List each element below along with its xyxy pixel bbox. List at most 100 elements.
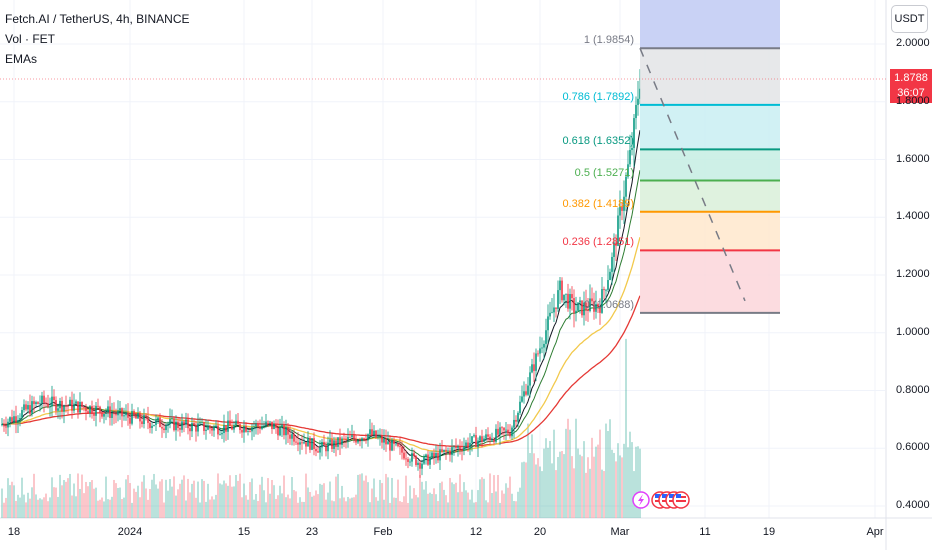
volume-bar — [203, 480, 205, 518]
volume-bar — [455, 482, 457, 518]
candle-body — [487, 434, 489, 437]
volume-bar — [141, 481, 143, 518]
volume-bar — [245, 495, 247, 518]
candle-body — [591, 298, 593, 302]
volume-bar — [609, 419, 611, 518]
volume-bar — [269, 493, 271, 518]
volume-bar — [143, 475, 145, 518]
volume-bar — [347, 496, 349, 518]
volume-bar — [453, 484, 455, 518]
currency-button[interactable]: USDT — [891, 5, 928, 33]
volume-bar — [405, 475, 407, 518]
candle-body — [445, 449, 447, 452]
candle-body — [629, 149, 631, 165]
volume-bar — [287, 494, 289, 518]
volume-bar — [205, 501, 207, 518]
candle-body — [173, 418, 175, 431]
volume-bar — [133, 488, 135, 518]
candle-body — [45, 402, 47, 404]
candle-body — [307, 437, 309, 447]
volume-bar — [603, 471, 605, 518]
candle-body — [255, 423, 257, 427]
candle-body — [127, 412, 129, 418]
volume-bar — [547, 447, 549, 518]
volume-bar — [581, 456, 583, 518]
volume-bars — [1, 338, 641, 518]
candle-body — [335, 440, 337, 447]
candle-body — [65, 405, 67, 407]
volume-bar — [467, 492, 469, 518]
volume-bar — [43, 497, 45, 518]
volume-bar — [85, 481, 87, 518]
time-tick-label: 20 — [533, 526, 547, 538]
candle-body — [159, 417, 161, 428]
volume-bar — [543, 448, 545, 518]
volume-bar — [487, 502, 489, 518]
volume-bar — [147, 499, 149, 518]
candle-body — [215, 425, 217, 427]
candle-body — [305, 442, 307, 447]
volume-bar — [305, 473, 307, 518]
candle-body — [383, 438, 385, 443]
candle-body — [209, 426, 211, 429]
volume-bar — [111, 496, 113, 518]
lightning-icon — [632, 491, 650, 509]
volume-bar — [443, 489, 445, 518]
volume-bar — [513, 501, 515, 518]
volume-bar — [61, 485, 63, 518]
volume-bar — [375, 497, 377, 518]
candle-body — [469, 442, 471, 448]
candle-body — [605, 289, 607, 291]
candle-body — [371, 429, 373, 435]
ema-indicator-label[interactable]: EMAs — [5, 52, 38, 66]
volume-bar — [67, 478, 69, 518]
volume-bar — [489, 473, 491, 518]
volume-bar — [207, 483, 209, 518]
volume-bar — [53, 487, 55, 518]
candle-body — [563, 294, 565, 301]
candle-body — [423, 456, 425, 464]
candle-body — [171, 418, 173, 420]
candle-body — [99, 406, 101, 413]
candle-body — [521, 396, 523, 402]
volume-indicator-label[interactable]: Vol · FET — [5, 32, 56, 46]
candle-body — [163, 428, 165, 431]
volume-bar — [407, 502, 409, 518]
volume-bar — [275, 498, 277, 518]
volume-bar — [447, 502, 449, 518]
volume-bar — [511, 493, 513, 518]
candle-body — [583, 302, 585, 316]
candle-body — [633, 118, 635, 148]
candle-body — [13, 416, 15, 422]
volume-bar — [13, 485, 15, 518]
candle-body — [479, 436, 481, 441]
candle-body — [437, 452, 439, 461]
volume-bar — [251, 478, 253, 518]
candle-body — [511, 427, 513, 437]
candle-body — [189, 428, 191, 432]
volume-bar — [333, 501, 335, 518]
candle-body — [447, 450, 449, 452]
candle-body — [109, 406, 111, 419]
fib-zone — [640, 48, 780, 105]
candle-body — [411, 453, 413, 462]
candle-body — [365, 439, 367, 441]
volume-bar — [75, 496, 77, 518]
volume-bar — [103, 501, 105, 518]
fib-level-label: 0 (1.0688) — [583, 298, 634, 311]
volume-bar — [421, 481, 423, 518]
candle-body — [5, 426, 7, 428]
volume-bar — [477, 490, 479, 518]
candle-body — [43, 395, 45, 403]
candle-body — [457, 446, 459, 449]
time-tick-label: 18 — [7, 526, 21, 538]
volume-bar — [155, 484, 157, 518]
fib-level-label: 0.236 (1.2851) — [562, 236, 634, 249]
volume-bar — [169, 479, 171, 518]
candle-body — [539, 348, 541, 354]
time-tick-label: 23 — [305, 526, 319, 538]
chart-legend: Fetch.AI / TetherUS, 4h, BINANCE Vol · F… — [5, 9, 190, 69]
symbol-title[interactable]: Fetch.AI / TetherUS, 4h, BINANCE — [5, 12, 190, 26]
volume-bar — [89, 482, 91, 518]
